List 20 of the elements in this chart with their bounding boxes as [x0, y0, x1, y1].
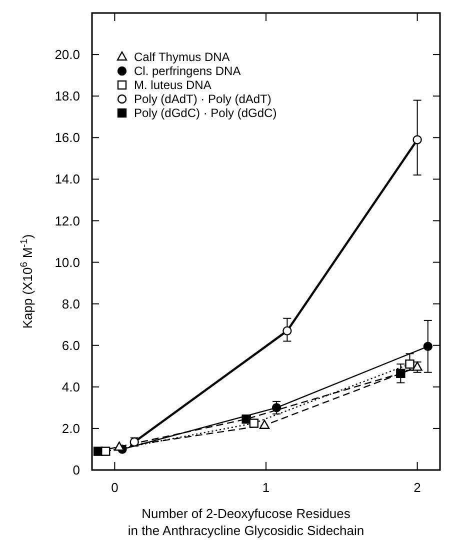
y-tick-label: 2.0 [62, 421, 80, 436]
x-tick-label: 2 [414, 480, 421, 495]
x-axis-title: Number of 2-Deoxyfucose Residues in the Anthracycline Glycosidic Sidechain [128, 506, 364, 538]
x-tick-label: 0 [111, 480, 118, 495]
y-tick-label: 20.0 [54, 47, 80, 62]
y-tick-label: 8.0 [62, 296, 80, 312]
y-tick-label: 6.0 [62, 338, 80, 353]
legend-label: M. luteus DNA [134, 78, 212, 92]
y-tick-label: 12.0 [54, 213, 80, 228]
y-tick-label: 18.0 [54, 88, 80, 104]
y-tick-label: 16.0 [54, 130, 80, 146]
legend-label: Poly (dAdT) · Poly (dAdT) [134, 92, 272, 106]
legend-label: Poly (dGdC) · Poly (dGdC) [134, 106, 277, 120]
y-tick-label: 0 [72, 462, 80, 478]
legend-label: Cl. perfringens DNA [134, 64, 241, 78]
y-tick-label: 10.0 [54, 254, 80, 270]
y-tick-label: 4.0 [62, 379, 80, 394]
legend-label: Calf Thymus DNA [134, 50, 230, 64]
y-tick-label: 14.0 [54, 172, 80, 187]
x-tick-label: 1 [262, 480, 270, 495]
